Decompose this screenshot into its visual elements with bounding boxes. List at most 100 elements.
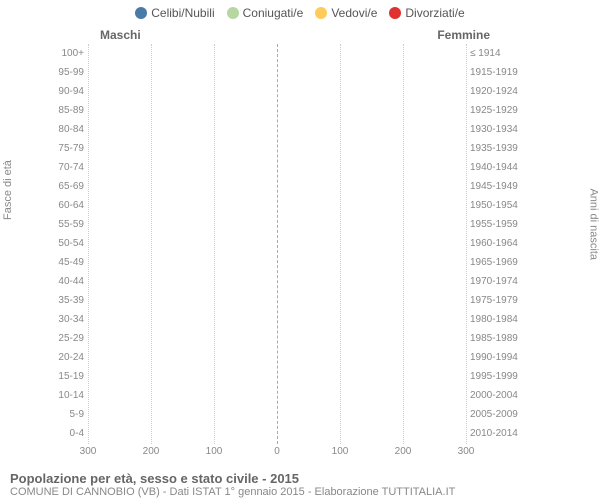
age-label: 65-69 (50, 182, 88, 192)
birth-year-label: 2000-2004 (466, 391, 530, 401)
male-half (88, 177, 277, 196)
pyramid-row: 70-741940-1944 (50, 158, 530, 177)
age-label: 85-89 (50, 106, 88, 116)
legend-item: Coniugati/e (227, 6, 304, 20)
age-label: 90-94 (50, 87, 88, 97)
female-half (277, 177, 466, 196)
legend-label: Celibi/Nubili (151, 6, 214, 20)
age-label: 55-59 (50, 220, 88, 230)
age-label: 45-49 (50, 258, 88, 268)
female-header: Femmine (437, 28, 490, 42)
birth-year-label: 1915-1919 (466, 68, 530, 78)
male-half (88, 330, 277, 349)
birth-year-label: 1980-1984 (466, 315, 530, 325)
x-tick: 100 (206, 446, 223, 457)
birth-year-label: 1920-1924 (466, 87, 530, 97)
female-half (277, 425, 466, 444)
male-half (88, 82, 277, 101)
female-half (277, 158, 466, 177)
birth-year-label: 1985-1989 (466, 334, 530, 344)
legend-item: Vedovi/e (315, 6, 377, 20)
age-label: 0-4 (50, 429, 88, 439)
legend-label: Vedovi/e (331, 6, 377, 20)
age-label: 60-64 (50, 201, 88, 211)
male-half (88, 101, 277, 120)
legend-dot (315, 7, 327, 19)
age-label: 15-19 (50, 372, 88, 382)
pyramid-row: 25-29 1985-1989 (50, 330, 530, 349)
female-half (277, 101, 466, 120)
pyramid-row: 15-191995-1999 (50, 368, 530, 387)
pyramid-row: 5-92005-2009 (50, 406, 530, 425)
birth-year-label: 1935-1939 (466, 144, 530, 154)
birth-year-label: 1960-1964 (466, 239, 530, 249)
female-half (277, 215, 466, 234)
female-half (277, 330, 466, 349)
pyramid-row: 50-54 1960-1964 (50, 234, 530, 253)
legend-dot (227, 7, 239, 19)
pyramid-row: 0-42010-2014 (50, 425, 530, 444)
age-label: 80-84 (50, 125, 88, 135)
female-half (277, 139, 466, 158)
age-label: 50-54 (50, 239, 88, 249)
birth-year-label: 1990-1994 (466, 353, 530, 363)
male-half (88, 254, 277, 273)
age-label: 30-34 (50, 315, 88, 325)
female-half (277, 292, 466, 311)
birth-year-label: 1975-1979 (466, 296, 530, 306)
birth-year-label: 1945-1949 (466, 182, 530, 192)
birth-year-label: 1930-1934 (466, 125, 530, 135)
female-half (277, 63, 466, 82)
side-headers: Maschi Femmine (60, 28, 530, 42)
x-tick: 300 (80, 446, 97, 457)
pyramid-row: 30-34 1980-1984 (50, 311, 530, 330)
male-half (88, 311, 277, 330)
female-half (277, 234, 466, 253)
legend-label: Coniugati/e (243, 6, 304, 20)
pyramid-rows: 100+≤ 191495-991915-191990-941920-192485… (50, 44, 530, 444)
chart-subtitle: COMUNE DI CANNOBIO (VB) - Dati ISTAT 1° … (10, 486, 590, 498)
female-half (277, 406, 466, 425)
male-half (88, 63, 277, 82)
male-half (88, 139, 277, 158)
birth-year-label: 1970-1974 (466, 277, 530, 287)
x-tick: 200 (395, 446, 412, 457)
legend: Celibi/Nubili Coniugati/e Vedovi/e Divorzia… (0, 6, 600, 20)
age-label: 35-39 (50, 296, 88, 306)
age-label: 40-44 (50, 277, 88, 287)
y-axis-right-title: Anni di nascita (588, 188, 600, 260)
x-tick: 200 (143, 446, 160, 457)
pyramid-row: 100+≤ 1914 (50, 44, 530, 63)
birth-year-label: 1950-1954 (466, 201, 530, 211)
male-header: Maschi (100, 28, 141, 42)
male-half (88, 349, 277, 368)
pyramid-row: 60-64 1950-1954 (50, 196, 530, 215)
pyramid-row: 10-142000-2004 (50, 387, 530, 406)
male-half (88, 215, 277, 234)
pyramid-row: 75-791935-1939 (50, 139, 530, 158)
pyramid-row: 85-89 1925-1929 (50, 101, 530, 120)
plot-area: 100+≤ 191495-991915-191990-941920-192485… (50, 44, 530, 444)
pyramid-row: 40-44 1970-1974 (50, 273, 530, 292)
pyramid-row: 20-24 1990-1994 (50, 349, 530, 368)
legend-label: Divorziati/e (405, 6, 464, 20)
chart-footer: Popolazione per età, sesso e stato civil… (10, 471, 590, 498)
female-half (277, 82, 466, 101)
female-half (277, 254, 466, 273)
male-half (88, 387, 277, 406)
x-tick: 100 (332, 446, 349, 457)
female-half (277, 273, 466, 292)
pyramid-row: 90-94 1920-1924 (50, 82, 530, 101)
x-tick: 300 (458, 446, 475, 457)
pyramid-row: 80-84 1930-1934 (50, 120, 530, 139)
population-pyramid: { "legend": [ { "label": "Celibi/Nubili"… (0, 0, 600, 500)
legend-item: Celibi/Nubili (135, 6, 214, 20)
pyramid-row: 55-591955-1959 (50, 215, 530, 234)
age-label: 20-24 (50, 353, 88, 363)
male-half (88, 273, 277, 292)
y-axis-left-title: Fasce di età (2, 160, 14, 220)
age-label: 5-9 (50, 410, 88, 420)
birth-year-label: 1925-1929 (466, 106, 530, 116)
age-label: 25-29 (50, 334, 88, 344)
male-half (88, 234, 277, 253)
